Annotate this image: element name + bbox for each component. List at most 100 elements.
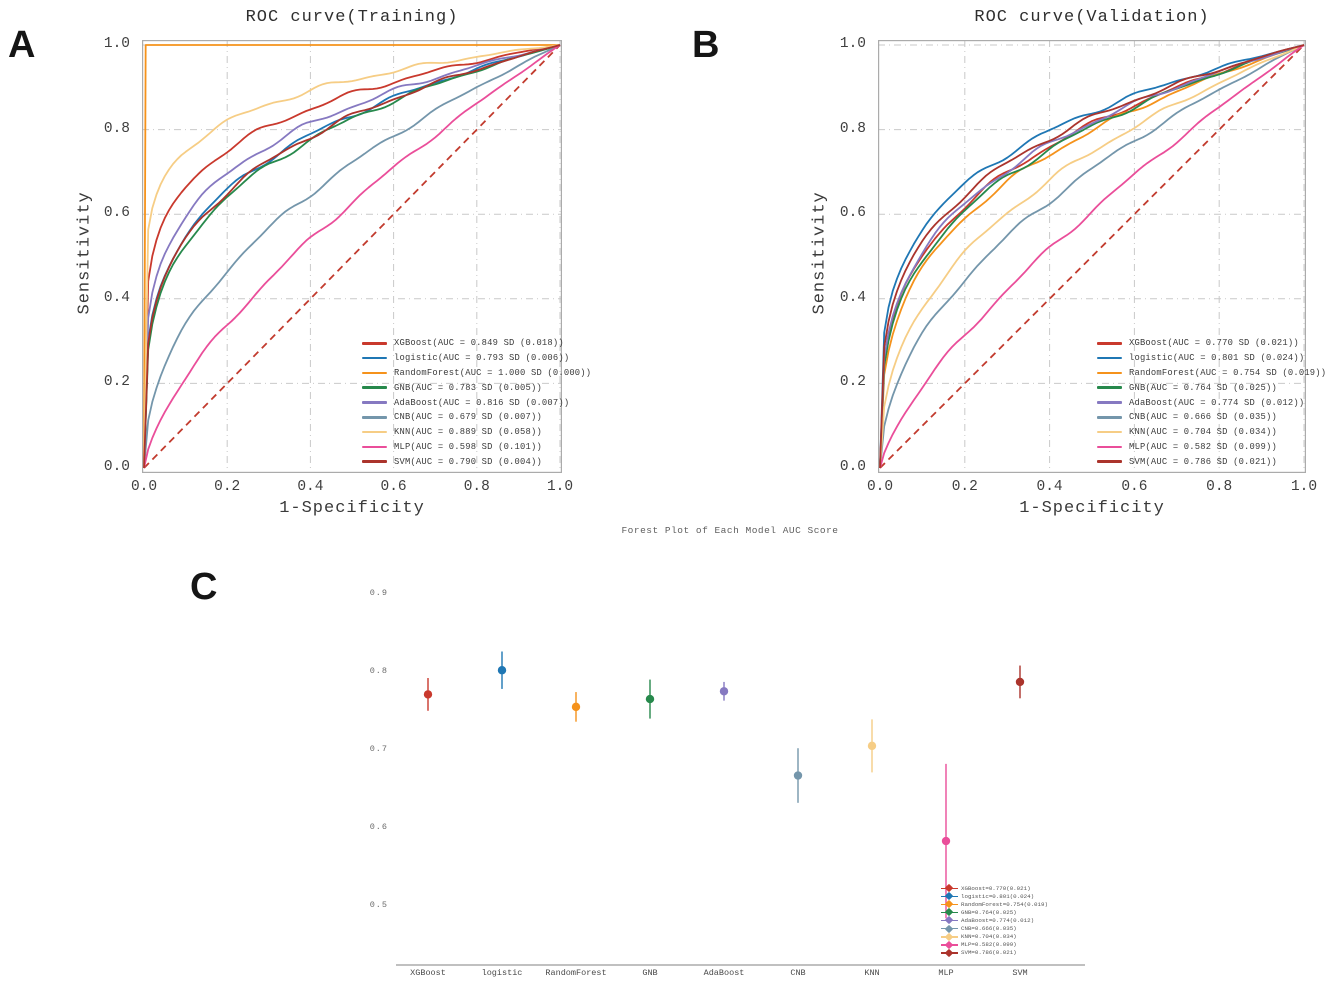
legend-item-KNN: KNN(AUC = 0.704 SD (0.034)) [1097, 425, 1325, 440]
roc-training-legend: XGBoost(AUC = 0.849 SD (0.018)) logistic(… [362, 336, 591, 469]
x-tick-label: 1.0 [546, 479, 574, 495]
forest-x-tick-label: XGBoost [410, 968, 446, 978]
roc-curve-KNN [879, 44, 1305, 469]
y-tick-label: 0.2 [839, 374, 866, 391]
legend-item-GNB: GNB(AUC = 0.783 SD (0.005)) [362, 380, 591, 395]
legend-line-swatch [362, 430, 387, 434]
legend-item-KNN: KNN(AUC = 0.889 SD (0.058)) [362, 425, 591, 440]
legend-item-MLP: MLP(AUC = 0.598 SD (0.101)) [362, 440, 591, 455]
auc-point-XGBoost [423, 690, 433, 699]
forest-legend-item-AdaBoost: AdaBoost=0.774(0.012) [941, 916, 1048, 925]
forest-legend-marker [941, 924, 958, 933]
forest-legend-label: AdaBoost=0.774(0.012) [961, 916, 1035, 924]
legend-line-swatch [1097, 460, 1122, 464]
legend-item-AdaBoost: AdaBoost(AUC = 0.774 SD (0.012)) [1097, 395, 1325, 410]
x-tick-label: 0.4 [1036, 479, 1063, 495]
forest-legend-diamond [944, 932, 954, 941]
roc-validation-xlabel: 1-Specificity [1019, 499, 1165, 518]
legend-item-label: CNB(AUC = 0.666 SD (0.035)) [1129, 412, 1277, 423]
legend-item-label: CNB(AUC = 0.679 SD (0.007)) [394, 412, 542, 423]
roc-training-title: ROC curve(Training) [245, 8, 459, 27]
chance-diagonal-line [879, 44, 1305, 469]
x-tick-label: 0.2 [951, 479, 978, 495]
forest-plot-xticks: XGBoost logistic RandomForest GNB AdaBoost CN… [393, 968, 1088, 982]
legend-item-label: logistic(AUC = 0.801 SD (0.024)) [1129, 353, 1305, 364]
legend-item-CNB: CNB(AUC = 0.666 SD (0.035)) [1097, 410, 1325, 425]
legend-item-SVM: SVM(AUC = 0.790 SD (0.004)) [362, 454, 591, 469]
y-tick-label: 0.8 [839, 120, 866, 137]
roc-curve-CNB [879, 44, 1305, 469]
legend-line-swatch [362, 416, 387, 419]
legend-item-label: MLP(AUC = 0.598 SD (0.101)) [394, 441, 542, 452]
roc-validation-yticks: 0.0 0.2 0.4 0.6 0.8 1.0 [826, 36, 868, 475]
auc-point-CNB [793, 771, 803, 780]
legend-line-swatch [362, 460, 387, 464]
forest-legend-marker [941, 908, 958, 917]
forest-plot-title: Forest Plot of Each Model AUC Score [621, 525, 839, 536]
forest-legend-label: KNN=0.704(0.034) [961, 933, 1017, 941]
legend-item-label: AdaBoost(AUC = 0.774 SD (0.012)) [1129, 397, 1305, 408]
forest-legend-marker [941, 916, 958, 925]
legend-item-RandomForest: RandomForest(AUC = 1.000 SD (0.000)) [362, 366, 591, 381]
legend-line-swatch [1097, 430, 1122, 434]
y-tick-label: 0.6 [839, 205, 866, 222]
legend-item-label: MLP(AUC = 0.582 SD (0.099)) [1129, 441, 1277, 452]
auc-point-logistic [497, 666, 507, 675]
forest-legend-diamond [944, 916, 954, 925]
roc-curve-MLP [879, 44, 1305, 469]
forest-x-tick-label: KNN [864, 968, 880, 978]
auc-point-RandomForest [571, 702, 581, 712]
x-tick-label: 0.0 [866, 479, 894, 495]
roc-training-plot [142, 40, 562, 473]
forest-legend-item-KNN: KNN=0.704(0.034) [941, 932, 1048, 941]
y-tick-label: 0.6 [103, 205, 130, 222]
roc-validation-xticks: 0.0 0.2 0.4 0.6 0.8 1.0 [867, 479, 1317, 497]
forest-legend-item-CNB: CNB=0.666(0.035) [941, 924, 1048, 933]
legend-item-label: GNB(AUC = 0.783 SD (0.005)) [394, 382, 542, 393]
forest-y-tick-label: 0.6 [369, 822, 388, 832]
roc-curve-SVM [879, 44, 1305, 469]
forest-y-tick-label: 0.8 [369, 666, 388, 676]
legend-item-label: RandomForest(AUC = 1.000 SD (0.000)) [394, 367, 592, 378]
legend-line-swatch [362, 386, 387, 390]
legend-item-label: RandomForest(AUC = 0.754 SD (0.019)) [1129, 367, 1325, 378]
legend-item-label: AdaBoost(AUC = 0.816 SD (0.007)) [394, 397, 570, 408]
x-tick-label: 0.0 [130, 479, 158, 495]
auc-point-AdaBoost [719, 687, 729, 696]
roc-validation-plot [878, 40, 1306, 473]
legend-item-logistic: logistic(AUC = 0.801 SD (0.024)) [1097, 351, 1325, 366]
legend-item-logistic: logistic(AUC = 0.793 SD (0.006)) [362, 351, 591, 366]
roc-curve-logistic [879, 44, 1305, 469]
legend-item-XGBoost: XGBoost(AUC = 0.849 SD (0.018)) [362, 336, 591, 351]
legend-item-label: SVM(AUC = 0.786 SD (0.021)) [1129, 456, 1277, 467]
forest-y-tick-label: 0.7 [369, 744, 388, 754]
auc-point-KNN [867, 741, 877, 751]
y-tick-label: 0.0 [103, 459, 130, 475]
x-tick-label: 0.2 [214, 479, 241, 495]
roc-training-xticks: 0.0 0.2 0.4 0.6 0.8 1.0 [131, 479, 573, 497]
legend-item-MLP: MLP(AUC = 0.582 SD (0.099)) [1097, 440, 1325, 455]
y-tick-label: 0.2 [103, 374, 130, 391]
axes-box [142, 40, 562, 473]
legend-item-label: logistic(AUC = 0.793 SD (0.006)) [394, 353, 570, 364]
forest-legend-diamond [944, 924, 954, 933]
legend-item-GNB: GNB(AUC = 0.764 SD (0.025)) [1097, 380, 1325, 395]
y-tick-label: 0.4 [839, 289, 866, 306]
legend-line-swatch [1097, 386, 1122, 390]
forest-x-tick-label: logistic [481, 968, 523, 978]
forest-legend-item-MLP: MLP=0.582(0.099) [941, 940, 1048, 949]
roc-validation-title: ROC curve(Validation) [974, 8, 1210, 27]
forest-legend-label: SVM=0.786(0.021) [961, 949, 1017, 957]
x-tick-label: 0.6 [380, 479, 407, 495]
y-tick-label: 0.0 [839, 459, 866, 475]
forest-x-tick-label: CNB [790, 968, 806, 978]
forest-x-tick-label: AdaBoost [703, 968, 745, 978]
forest-legend-marker [941, 932, 958, 941]
forest-legend-label: MLP=0.582(0.099) [961, 941, 1017, 949]
legend-item-label: GNB(AUC = 0.764 SD (0.025)) [1129, 382, 1277, 393]
forest-legend-item-GNB: GNB=0.764(0.025) [941, 908, 1048, 917]
legend-line-swatch [1097, 371, 1122, 375]
roc-validation-legend: XGBoost(AUC = 0.770 SD (0.021)) logistic(… [1097, 336, 1325, 469]
x-tick-label: 0.6 [1121, 479, 1148, 495]
forest-legend-marker [941, 891, 958, 901]
